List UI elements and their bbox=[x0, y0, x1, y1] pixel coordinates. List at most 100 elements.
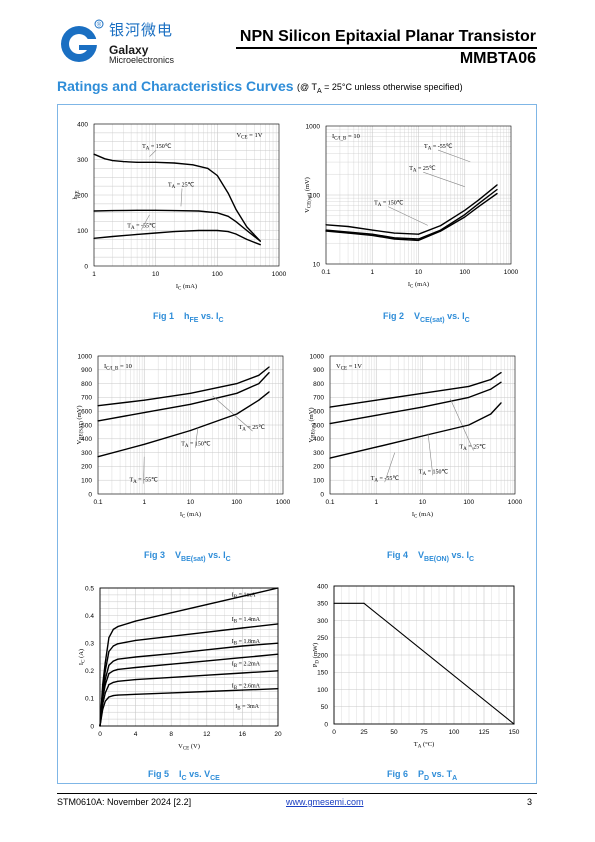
data-point bbox=[206, 631, 208, 633]
data-point bbox=[417, 239, 420, 241]
fig1-caption: Fig 1 hFE vs. IC bbox=[153, 311, 224, 324]
data-point bbox=[112, 645, 114, 647]
data-point bbox=[135, 693, 137, 695]
series-label: TA = -55℃ bbox=[127, 224, 156, 232]
plot-area: 0 25 50 75 100 125 150 0 50 100 150 200 250 300 350 400… bbox=[312, 583, 520, 749]
data-point bbox=[333, 602, 335, 604]
data-point bbox=[236, 413, 238, 415]
y-tick-label: 1000 bbox=[306, 123, 321, 130]
data-point bbox=[206, 604, 208, 606]
footer-page-number: 3 bbox=[527, 797, 533, 807]
x-tick-label: 12 bbox=[203, 731, 211, 738]
series-label: TA = 150℃ bbox=[181, 442, 211, 450]
y-tick-label: 100 bbox=[309, 192, 320, 199]
data-point bbox=[277, 623, 279, 625]
data-point bbox=[235, 208, 237, 210]
series-line-3 bbox=[93, 229, 261, 246]
data-point bbox=[104, 692, 106, 694]
x-axis-title: IC (mA) bbox=[408, 281, 429, 290]
series-label: TA = 25℃ bbox=[168, 182, 195, 190]
axis-frame bbox=[329, 355, 516, 495]
data-point bbox=[421, 406, 424, 408]
y-axis-title: VCE(sat) (mV) bbox=[304, 177, 313, 213]
data-point bbox=[136, 233, 138, 235]
data-point bbox=[513, 723, 515, 725]
data-point bbox=[108, 637, 110, 639]
data-point bbox=[173, 210, 175, 212]
y-tick-label: 200 bbox=[77, 192, 88, 199]
data-point bbox=[170, 635, 172, 637]
data-point bbox=[347, 232, 349, 234]
y-tick-label: 0 bbox=[324, 721, 328, 728]
x-tick-label: 1000 bbox=[272, 271, 287, 278]
data-point bbox=[117, 658, 119, 660]
data-point bbox=[135, 666, 137, 669]
data-point bbox=[500, 381, 502, 383]
charts-frame bbox=[57, 104, 537, 784]
data-point bbox=[112, 695, 114, 697]
plot-area: 0 4 8 12 16 20 0 0.1 0.2 0.3 0.4 0.5 VCE (V) IC (A) IB… bbox=[78, 585, 282, 751]
y-tick-label: 1000 bbox=[310, 353, 325, 360]
data-point bbox=[189, 429, 192, 432]
svg-text:®: ® bbox=[97, 22, 102, 29]
y-tick-label: 600 bbox=[81, 409, 92, 416]
x-tick-label: 0.1 bbox=[321, 269, 330, 276]
axis-frame bbox=[93, 123, 280, 267]
series-line-2 bbox=[97, 372, 270, 422]
data-point bbox=[496, 188, 498, 191]
data-point bbox=[325, 229, 327, 231]
series-leader-line bbox=[141, 214, 150, 230]
footer-website-link[interactable]: www.gmesemi.com bbox=[286, 797, 364, 807]
chart-pd-vs-ta: 0 25 50 75 100 125 150 0 50 100 150 200 250 300 350 400… bbox=[304, 580, 526, 752]
data-point bbox=[97, 456, 99, 458]
data-point bbox=[464, 216, 466, 218]
section-note: (@ TA = 25°C unless otherwise specified) bbox=[297, 82, 463, 95]
data-point bbox=[375, 414, 377, 416]
x-tick-label: 100 bbox=[463, 499, 474, 506]
data-point bbox=[135, 656, 137, 658]
fig2-caption: Fig 2 VCE(sat) vs. IC bbox=[383, 311, 470, 324]
data-point bbox=[241, 672, 243, 674]
data-point bbox=[241, 645, 243, 647]
y-tick-label: 150 bbox=[317, 670, 328, 677]
data-point bbox=[104, 158, 106, 160]
data-point bbox=[192, 164, 194, 166]
y-tick-label: 50 bbox=[321, 704, 329, 711]
series-label: TA = 150℃ bbox=[374, 201, 404, 209]
y-tick-label: 700 bbox=[81, 395, 92, 402]
data-point bbox=[246, 229, 248, 232]
data-point bbox=[277, 653, 279, 655]
data-point bbox=[112, 670, 114, 672]
data-point bbox=[246, 238, 248, 240]
data-point bbox=[347, 225, 349, 228]
x-tick-label: 10 bbox=[152, 271, 160, 278]
footer-doc-code: STM0610A: November 2024 [2.2] bbox=[57, 797, 192, 807]
data-point bbox=[216, 229, 218, 232]
x-tick-label: 0.1 bbox=[325, 499, 334, 506]
y-tick-label: 100 bbox=[317, 687, 328, 694]
data-point bbox=[93, 210, 95, 212]
chart-vbeon-vs-ic: 0.1 1 10 100 1000 0 100 200 300 400 500 600 700 800 90… bbox=[304, 348, 527, 522]
data-point bbox=[363, 602, 365, 604]
x-tick-label: 10 bbox=[419, 499, 427, 506]
chart-svg-1: 1 10 100 1000 0 100 200 300 400 IC (mA) hFE VCE = 1… bbox=[72, 121, 287, 291]
y-tick-label: 0 bbox=[320, 491, 324, 498]
x-tick-label: 16 bbox=[239, 731, 247, 738]
chart-condition-note: IC/I_B = 10 bbox=[332, 133, 360, 142]
series-leader-line bbox=[180, 188, 183, 207]
data-point bbox=[97, 405, 99, 407]
series-line-2 bbox=[325, 188, 498, 240]
y-tick-label: 200 bbox=[81, 464, 92, 471]
data-point bbox=[108, 664, 110, 666]
chart-hfe-vs-ic: 1 10 100 1000 0 100 200 300 400 IC (mA) hFE VCE = 1… bbox=[72, 118, 291, 294]
x-axis-title: VCE (V) bbox=[178, 743, 200, 752]
series-leader-line bbox=[387, 206, 428, 226]
series-leader-line bbox=[423, 171, 465, 188]
document-title: NPN Silicon Epitaxial Planar Transistor bbox=[239, 28, 536, 45]
data-point bbox=[268, 366, 270, 368]
y-tick-label: 400 bbox=[81, 436, 92, 443]
axis-frame bbox=[325, 125, 512, 265]
y-tick-label: 0.3 bbox=[85, 641, 94, 648]
data-point bbox=[117, 680, 119, 682]
data-point bbox=[117, 694, 119, 696]
